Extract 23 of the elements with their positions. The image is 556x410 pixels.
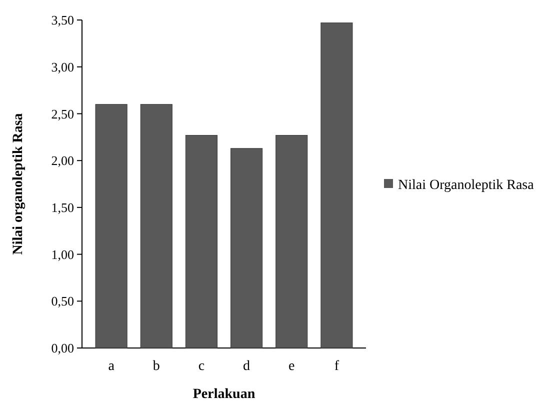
- x-tick-label: a: [108, 359, 116, 374]
- y-tick-label: 3,50: [51, 12, 74, 28]
- y-tick-label: 0,50: [51, 294, 74, 309]
- y-tick-label: 1,50: [51, 200, 74, 215]
- y-tick-label: 2,50: [51, 106, 74, 122]
- y-tick-label: 0,00: [51, 340, 74, 356]
- bar: [140, 104, 172, 348]
- bar: [320, 22, 353, 348]
- x-tick-label: e: [288, 359, 295, 374]
- x-tick-label: d: [243, 359, 250, 374]
- y-tick-label: 3,00: [51, 59, 74, 74]
- bar: [230, 148, 263, 348]
- x-tick-label: c: [198, 359, 205, 374]
- legend-label: Nilai Organoleptik Rasa: [398, 178, 535, 193]
- x-axis-title: Perlakuan: [192, 387, 256, 402]
- y-tick-label: 1,00: [51, 246, 74, 262]
- x-tick-label: b: [152, 359, 160, 374]
- x-tick-label: f: [334, 359, 340, 374]
- y-axis-title: Nilai organoleptik Rasa: [11, 113, 26, 255]
- bar: [276, 135, 308, 348]
- y-tick-label: 2,00: [51, 153, 74, 168]
- bar: [185, 135, 218, 348]
- bar: [95, 104, 128, 348]
